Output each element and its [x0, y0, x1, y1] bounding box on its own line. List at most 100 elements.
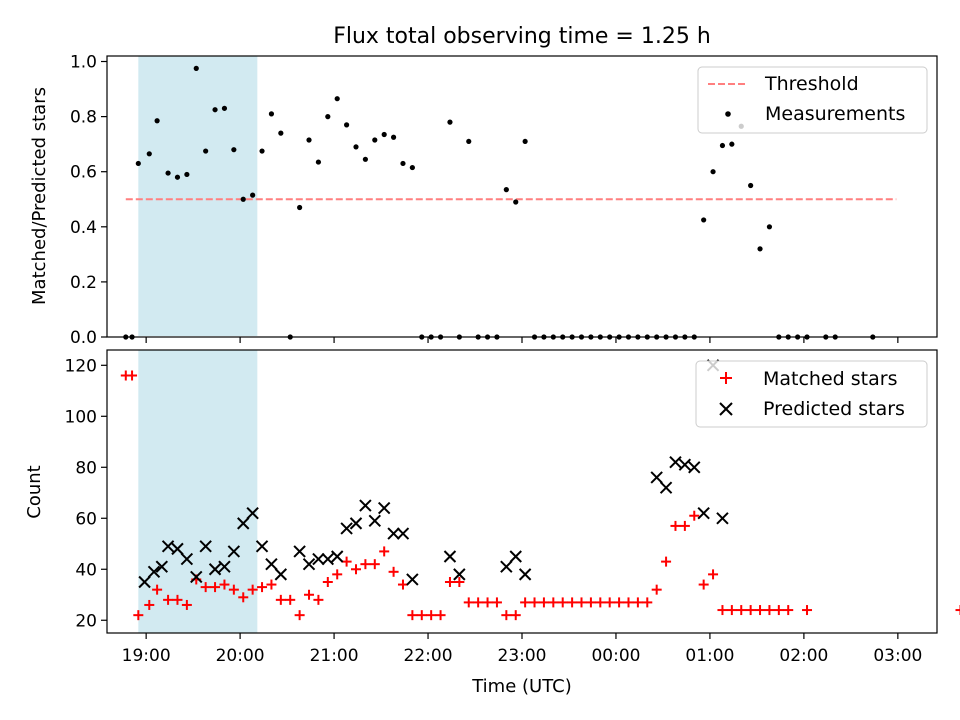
measurement-point [174, 174, 181, 180]
matched-star-point [294, 610, 305, 621]
y-tick-label: 60 [75, 509, 97, 529]
predicted-star-point [650, 471, 663, 484]
bottom-legend: Matched stars Predicted stars [695, 360, 928, 428]
matched-star-point [435, 610, 446, 621]
matched-star-point [491, 597, 502, 608]
y-tick-label: 1.0 [70, 53, 97, 73]
measurement-point [154, 118, 160, 124]
x-tick-label: 21:00 [310, 646, 359, 666]
matched-star-point [397, 579, 408, 590]
matched-star-point [181, 599, 192, 610]
predicted-star-point [218, 560, 231, 573]
measurement-point [372, 137, 378, 143]
y-tick-label: 0.8 [70, 108, 97, 128]
measurement-point [240, 196, 246, 202]
measurement-point [165, 170, 171, 176]
matched-star-point [698, 579, 709, 590]
bottom-x-ticks: 19:00 20:00 21:00 22:00 23:00 00:00 01:00 02:00… [122, 633, 922, 666]
predicted-star-point [208, 563, 222, 576]
matched-star-point [651, 584, 662, 595]
matched-star-point [322, 577, 333, 588]
bottom-y-ticks: 20 40 60 80 100 120 [65, 356, 107, 631]
measurement-point [766, 224, 773, 230]
measurement-point [719, 142, 726, 149]
matched-star-point [369, 559, 380, 570]
matched-star-point [529, 597, 540, 608]
measurement-point [513, 199, 519, 205]
predicted-star-point [180, 552, 194, 566]
matched-star-point [210, 582, 221, 593]
bottom-plot-marks [120, 359, 960, 621]
matched-star-point [576, 597, 587, 608]
matched-star-point [473, 597, 484, 608]
top-shaded-interval [138, 56, 258, 336]
matched-star-point [604, 597, 615, 608]
matched-star-point [736, 605, 747, 616]
matched-star-point [228, 584, 239, 595]
measurement-point [231, 147, 237, 153]
matched-star-point [670, 520, 681, 531]
matched-star-point [127, 370, 138, 381]
matched-star-point [379, 546, 390, 557]
predicted-star-point [312, 552, 325, 566]
matched-star-point [538, 597, 549, 608]
measurement-point [193, 65, 199, 71]
predicted-star-point [678, 458, 692, 471]
bottom-panel: 20 40 60 80 100 120 19:00 20:00 21:00 22:00 23:00… [24, 349, 960, 697]
x-tick-label: 03:00 [873, 646, 922, 666]
matched-star-point [557, 597, 568, 608]
measurement-point [221, 105, 228, 111]
matched-star-point [708, 569, 719, 580]
measurement-point [334, 96, 340, 102]
predicted-star-point [509, 550, 522, 563]
measurement-point [184, 171, 190, 178]
matched-star-point [360, 559, 371, 570]
measurement-point [390, 134, 397, 140]
top-legend: Threshold Measurements [697, 66, 928, 134]
predicted-star-point [161, 540, 175, 553]
measurement-point [306, 137, 312, 143]
top-panel: 0.0 0.2 0.4 0.6 0.8 1.0 Matched/Predicted sta… [29, 53, 938, 348]
predicted-star-point [138, 575, 151, 589]
matched-star-point [802, 605, 813, 616]
matched-star-point [266, 579, 277, 590]
y-tick-label: 80 [75, 458, 97, 478]
predicted-star-point [274, 568, 288, 581]
predicted-star-point [302, 557, 316, 571]
matched-star-point [388, 566, 399, 577]
measurement-point [325, 114, 331, 120]
measurement-point [729, 141, 735, 147]
y-tick-label: 20 [75, 611, 97, 631]
predicted-star-point [518, 568, 532, 581]
matched-star-point [679, 520, 690, 531]
measurement-point [353, 144, 359, 150]
measurement-point [146, 151, 152, 157]
measurement-point [278, 130, 284, 136]
matched-star-point [407, 610, 418, 621]
measurement-point [268, 111, 275, 117]
matched-star-point [548, 597, 559, 608]
predicted-star-point [669, 455, 682, 469]
x-tick-label: 02:00 [779, 646, 828, 666]
y-tick-label: 0.4 [70, 218, 97, 238]
x-tick-label: 19:00 [122, 646, 171, 666]
matched-star-point [444, 577, 455, 588]
measurement-point [409, 164, 415, 171]
measurement-point [522, 138, 528, 145]
measurement-point [297, 204, 303, 211]
measurement-point [400, 160, 406, 167]
matched-star-point [172, 594, 183, 605]
matched-star-point [257, 582, 268, 593]
matched-star-point [783, 605, 794, 616]
legend-predicted-label: Predicted stars [763, 398, 905, 420]
matched-star-point [285, 594, 296, 605]
y-tick-label: 40 [75, 560, 97, 580]
matched-star-point [416, 610, 427, 621]
predicted-star-point [227, 545, 241, 558]
matched-star-point [717, 605, 728, 616]
predicted-star-point [359, 499, 372, 512]
measurement-point [344, 122, 350, 128]
bottom-y-axis-label: Count [24, 465, 45, 518]
matched-star-point [247, 584, 258, 595]
